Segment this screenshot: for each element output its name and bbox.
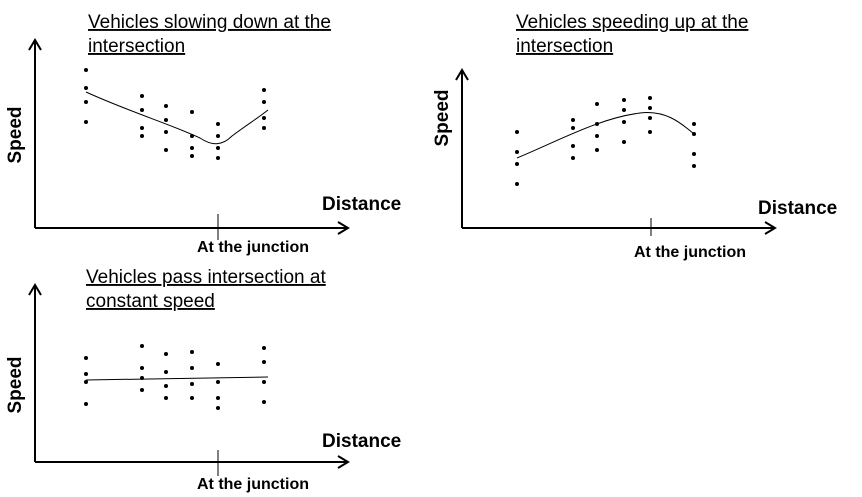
dot	[515, 162, 519, 166]
panel: Vehicles speeding up at the intersection S…	[432, 12, 837, 261]
x-arrow	[764, 221, 777, 235]
dot	[216, 380, 220, 384]
junction-label: At the junction	[197, 476, 309, 493]
dot	[648, 130, 652, 134]
y-arrow	[28, 283, 42, 296]
dot	[595, 102, 599, 106]
dot	[216, 156, 220, 160]
panel: Vehicles pass intersection at constant sp…	[5, 267, 401, 493]
dot	[262, 116, 266, 120]
panel-title: constant speed	[86, 291, 215, 312]
dot	[571, 156, 575, 160]
dot	[515, 182, 519, 186]
x-label: Distance	[322, 194, 401, 215]
dot	[216, 134, 220, 138]
y-label: Speed	[5, 106, 26, 163]
dot	[190, 382, 194, 386]
y-label: Speed	[5, 356, 26, 413]
dot	[262, 360, 266, 364]
dot	[515, 130, 519, 134]
dot	[262, 100, 266, 104]
dot	[216, 406, 220, 410]
dot	[571, 118, 575, 122]
panel-title: intersection	[516, 36, 613, 57]
dot	[84, 120, 88, 124]
dot	[190, 110, 194, 114]
dot	[622, 98, 626, 102]
dot	[164, 118, 168, 122]
junction-label: At the junction	[634, 244, 746, 261]
dot	[190, 146, 194, 150]
y-arrow	[28, 38, 42, 51]
dot	[262, 380, 266, 384]
trend-curve	[85, 376, 269, 381]
dot	[262, 346, 266, 350]
dot	[595, 134, 599, 138]
dot	[140, 134, 144, 138]
dot	[84, 86, 88, 90]
dot	[216, 146, 220, 150]
dot	[164, 396, 168, 400]
dot	[648, 106, 652, 110]
x-arrow	[337, 455, 350, 469]
x-label: Distance	[758, 198, 837, 219]
dot	[84, 380, 88, 384]
dot	[140, 108, 144, 112]
trend-curve	[85, 91, 269, 145]
dot	[571, 144, 575, 148]
dot	[164, 148, 168, 152]
dot	[262, 400, 266, 404]
dot	[622, 108, 626, 112]
dot	[164, 104, 168, 108]
dot	[692, 152, 696, 156]
dot	[648, 96, 652, 100]
dot	[190, 350, 194, 354]
dot	[190, 396, 194, 400]
dot	[140, 126, 144, 130]
dot	[216, 396, 220, 400]
dot	[571, 126, 575, 130]
dot	[164, 352, 168, 356]
dot	[164, 370, 168, 374]
dot	[164, 130, 168, 134]
dot	[84, 68, 88, 72]
panel-title: Vehicles pass intersection at	[86, 267, 326, 288]
dot	[140, 388, 144, 392]
dot	[190, 154, 194, 158]
dot	[216, 122, 220, 126]
dot	[622, 120, 626, 124]
dot	[622, 140, 626, 144]
x-label: Distance	[322, 431, 401, 452]
dot	[190, 366, 194, 370]
dot	[216, 362, 220, 366]
panel: Vehicles slowing down at the intersection…	[5, 12, 401, 256]
dot	[140, 94, 144, 98]
y-label: Speed	[432, 89, 453, 146]
dot	[164, 384, 168, 388]
dot	[84, 356, 88, 360]
dot	[515, 150, 519, 154]
dot	[140, 366, 144, 370]
trend-curve	[516, 112, 695, 159]
panel-title: intersection	[88, 36, 185, 57]
dot	[692, 122, 696, 126]
dot	[84, 372, 88, 376]
y-arrow	[455, 68, 469, 81]
dot	[262, 88, 266, 92]
dot	[84, 402, 88, 406]
dot	[262, 126, 266, 130]
junction-label: At the junction	[197, 239, 309, 256]
panel-title: Vehicles slowing down at the	[88, 12, 331, 33]
dot	[595, 148, 599, 152]
dot	[648, 116, 652, 120]
x-arrow	[337, 221, 350, 235]
panel-title: Vehicles speeding up at the	[516, 12, 748, 33]
dot	[84, 100, 88, 104]
dot	[692, 164, 696, 168]
dot	[140, 344, 144, 348]
